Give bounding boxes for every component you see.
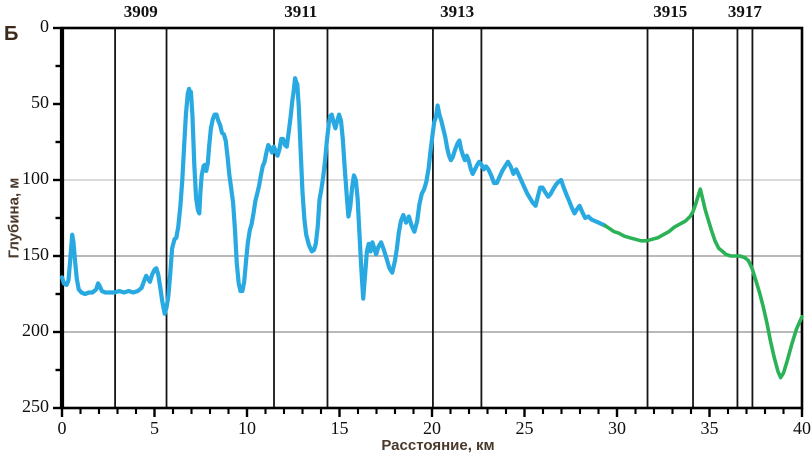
- svg-text:3911: 3911: [284, 2, 317, 21]
- svg-text:5: 5: [150, 418, 159, 438]
- svg-text:200: 200: [22, 320, 49, 340]
- y-tick-labels: 0 50 100 150 200 250: [22, 16, 49, 416]
- svg-text:250: 250: [22, 396, 49, 416]
- svg-text:20: 20: [423, 418, 441, 438]
- svg-text:3909: 3909: [124, 2, 158, 21]
- x-axis-ticks: [60, 408, 804, 417]
- svg-text:0: 0: [40, 16, 49, 36]
- svg-text:25: 25: [516, 418, 534, 438]
- svg-text:150: 150: [22, 244, 49, 264]
- svg-text:100: 100: [22, 168, 49, 188]
- x-tick-labels: 0 5 10 15 20 25 30 35 40: [58, 418, 811, 438]
- svg-text:15: 15: [331, 418, 349, 438]
- svg-text:10: 10: [238, 418, 256, 438]
- station-labels: 3909 3911 3913 3915 3917: [124, 2, 763, 21]
- svg-text:3917: 3917: [728, 2, 763, 21]
- x-axis-title: Расстояние, км: [381, 437, 495, 454]
- svg-text:3915: 3915: [653, 2, 687, 21]
- svg-text:35: 35: [701, 418, 719, 438]
- svg-text:50: 50: [31, 92, 49, 112]
- svg-text:40: 40: [793, 418, 811, 438]
- svg-text:3913: 3913: [440, 2, 474, 21]
- profile-line-depth-profile-extension: [603, 187, 804, 380]
- station-lines: [114, 28, 754, 408]
- svg-text:0: 0: [58, 418, 67, 438]
- depth-gridlines: [62, 179, 802, 333]
- svg-text:30: 30: [608, 418, 626, 438]
- profile-line-depth-profile-measured: [59, 76, 608, 316]
- panel-label: Б: [4, 23, 19, 45]
- plot-border: [59, 26, 804, 410]
